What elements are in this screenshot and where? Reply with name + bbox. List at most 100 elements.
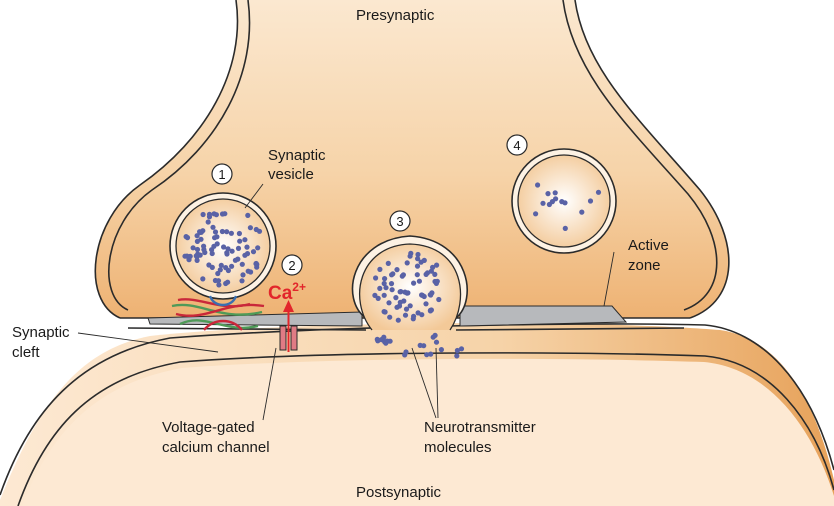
neurotransmitter-molecule (408, 250, 414, 256)
neurotransmitter-molecule (595, 189, 602, 195)
neurotransmitter-molecule (219, 228, 225, 235)
neurotransmitter-molecule (434, 262, 440, 268)
neurotransmitter-molecule (438, 347, 444, 353)
neurotransmitter-molecule (394, 267, 400, 273)
neurotransmitter-molecule (240, 272, 246, 278)
neurotransmitter-molecule (386, 300, 392, 306)
neurotransmitter-molecule (562, 225, 568, 231)
neurotransmitter-molecule (194, 238, 200, 244)
neurotransmitter-molecule (388, 281, 395, 287)
neurotransmitter-molecule (215, 270, 221, 277)
neurotransmitter-molecule (229, 263, 235, 269)
neurotransmitter-molecule (402, 289, 408, 295)
neurotransmitter-molecule (224, 229, 230, 235)
synaptic-cleft-label-line1: Synaptic (12, 324, 70, 341)
neurotransmitter-molecule (403, 349, 409, 355)
neurotransmitter-molecule (415, 256, 421, 262)
step-3-label: 3 (396, 214, 403, 229)
neurotransmitter-molecule (454, 353, 460, 359)
neurotransmitter-molecule (579, 209, 585, 215)
neurotransmitter-molecule (407, 303, 413, 309)
active-zone (147, 305, 628, 327)
calcium-ion-label: Ca2+ (268, 280, 306, 304)
neurotransmitter-molecule (244, 244, 250, 250)
neurotransmitter-molecule (201, 247, 207, 253)
neurotransmitter-molecule (229, 248, 235, 254)
neurotransmitter-molecule (221, 244, 227, 250)
neurotransmitter-molecule (212, 229, 219, 235)
neurotransmitter-molecule (414, 263, 421, 269)
neurotransmitter-molecule (411, 313, 417, 319)
neurotransmitter-molecule (248, 269, 254, 275)
presynaptic-label: Presynaptic (356, 7, 435, 24)
snare-complex (171, 295, 265, 331)
neurotransmitter-dots-v1 (182, 211, 263, 288)
neurotransmitter-molecule (200, 211, 206, 218)
synaptic-vesicle-label-line1: Synaptic (268, 147, 326, 164)
calcium-ion-symbol: Ca (268, 283, 293, 304)
neurotransmitter-molecule (562, 200, 568, 206)
neurotransmitter-molecule (415, 251, 421, 258)
neurotransmitter-molecule (587, 198, 594, 204)
neurotransmitter-molecule (209, 250, 215, 257)
neurotransmitter-molecule (236, 230, 242, 237)
neurotransmitter-molecule (224, 250, 230, 256)
neurotransmitter-molecule (217, 267, 223, 273)
neurotransmitter-molecule (540, 200, 546, 206)
neurotransmitter-molecule (213, 212, 219, 218)
neurotransmitter-molecule (385, 260, 391, 266)
neurotransmitter-molecule (250, 249, 257, 255)
neurotransmitter-molecule (382, 309, 388, 315)
neurotransmitter-molecule (424, 352, 430, 358)
neurotransmitter-dots-v4 (533, 182, 602, 231)
neurotransmitter-molecule (389, 287, 395, 293)
active-zone-label-line1: Active (628, 237, 669, 254)
neurotransmitter-molecule (377, 266, 383, 272)
synaptic-cleft-label-line2: cleft (12, 344, 40, 361)
vesicle-4 (511, 148, 617, 254)
neurotransmitter-molecule (247, 225, 253, 231)
neurotransmitter-molecule (432, 271, 438, 277)
calcium-channel-label-line1: Voltage-gated (162, 419, 255, 436)
neurotransmitter-molecule (197, 229, 203, 235)
neurotransmitter-molecule (430, 334, 436, 340)
neurotransmitter-molecule (552, 190, 558, 196)
neurotransmitter-molecule (209, 264, 215, 270)
neurotransmitter-molecule (387, 314, 393, 320)
neurotransmitter-dots-v3 (372, 250, 442, 323)
neurotransmitter-molecule (242, 237, 248, 243)
neurotransmitter-molecule (194, 257, 200, 263)
calcium-ion-charge: 2+ (292, 280, 306, 294)
neurotransmitter-molecule (428, 268, 434, 274)
neurotransmitter-molecule (434, 278, 440, 284)
neurotransmitter-molecule (225, 246, 231, 252)
neurotransmitter-molecule (423, 271, 429, 277)
neurotransmitter-molecule (414, 272, 420, 278)
neurotransmitter-molecule (411, 280, 417, 286)
neurotransmitter-molecule (216, 282, 222, 288)
step-2-marker: 2 (281, 254, 303, 276)
neurotransmitter-molecule (401, 298, 407, 304)
neurotransmitter-molecule (235, 245, 242, 251)
synaptic-vesicle-label-line2: vesicle (268, 166, 314, 183)
neurotransmitter-molecule (239, 278, 245, 284)
neurotransmitter-molecule (381, 280, 387, 287)
neurotransmitter-molecule (382, 276, 388, 282)
neurotransmitter-molecule (232, 257, 238, 263)
neurotransmitter-molecule (393, 295, 399, 301)
neurotransmitter-molecule (533, 211, 539, 217)
neurotransmitter-molecule (433, 339, 440, 345)
neurotransmitter-molecule (215, 278, 222, 284)
neurotransmitter-molecule (182, 253, 188, 259)
vesicle-1 (169, 192, 277, 300)
neurotransmitter-molecule (253, 226, 259, 233)
neurotransmitter-molecule (396, 303, 403, 309)
step-4-marker: 4 (506, 134, 528, 156)
postsynaptic-label: Postsynaptic (356, 484, 442, 501)
neurotransmitter-molecule (187, 253, 193, 259)
neurotransmitter-molecule (374, 336, 380, 342)
neurotransmitter-molecule (397, 289, 403, 295)
neurotransmitter-molecule (239, 261, 245, 267)
neurotransmitter-molecule (419, 312, 425, 318)
